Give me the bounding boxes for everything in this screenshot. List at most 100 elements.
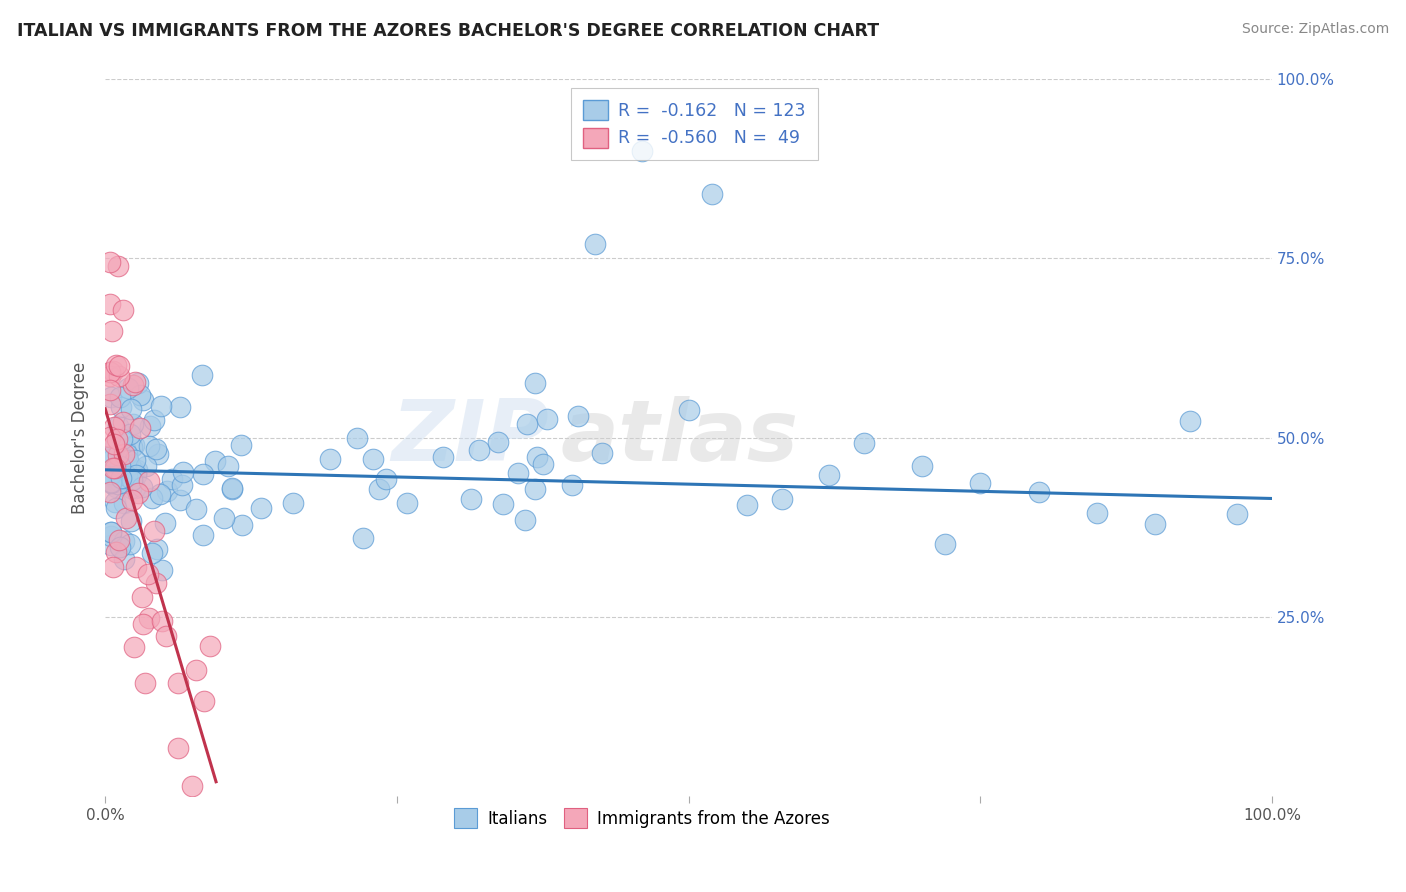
Point [108,540,131,554]
Point [374,472,396,486]
Point [149,487,172,501]
Point [700,186,723,201]
Point [100,467,122,482]
Text: ITALIAN VS IMMIGRANTS FROM THE AZORES BACHELOR'S DEGREE CORRELATION CHART: ITALIAN VS IMMIGRANTS FROM THE AZORES BA… [17,22,879,40]
Point [103,420,125,434]
Point [367,483,389,497]
Point [184,663,207,677]
Point [631,144,654,158]
Point [125,560,148,574]
Point [118,458,141,472]
Text: ZIP: ZIP [391,396,548,479]
Point [770,491,793,506]
Point [127,486,149,500]
Point [100,538,122,552]
Point [110,458,132,473]
Point [221,481,243,495]
Point [105,432,128,446]
Point [221,482,243,496]
Point [150,614,173,628]
Point [101,324,124,338]
Point [122,464,145,478]
Point [346,430,368,444]
Point [98,384,121,398]
Point [98,397,121,411]
Point [1226,508,1249,522]
Point [432,450,454,465]
Point [141,546,163,560]
Point [138,475,160,489]
Point [678,403,700,417]
Point [184,502,207,516]
Point [120,401,142,416]
Point [121,493,143,508]
Point [100,528,122,542]
Point [105,358,128,372]
Point [969,476,991,491]
Point [120,481,142,495]
Point [145,442,167,457]
Point [139,418,162,433]
Point [281,496,304,510]
Point [100,525,122,540]
Point [111,471,134,485]
Point [128,420,150,434]
Point [127,376,149,391]
Point [98,485,121,500]
Point [111,432,134,446]
Point [112,302,135,317]
Point [117,381,139,395]
Point [124,481,146,495]
Point [100,390,122,404]
Point [155,629,177,643]
Point [486,435,509,450]
Point [108,359,131,373]
Point [138,439,160,453]
Point [561,477,583,491]
Point [143,524,166,538]
Point [107,448,129,462]
Point [121,473,143,487]
Point [204,453,226,467]
Point [98,365,121,379]
Point [167,675,190,690]
Point [115,447,138,461]
Point [103,560,125,574]
Point [104,480,127,494]
Point [817,467,839,482]
Point [250,500,273,515]
Point [112,534,135,549]
Point [141,491,163,505]
Point [129,387,152,401]
Point [169,493,191,508]
Point [396,496,419,510]
Point [172,465,194,479]
Point [146,446,169,460]
Point [508,467,530,481]
Text: Source: ZipAtlas.com: Source: ZipAtlas.com [1241,22,1389,37]
Point [229,438,252,452]
Point [131,617,153,632]
Point [108,474,131,488]
Point [108,369,131,384]
Point [120,514,142,528]
Point [131,480,153,494]
Point [524,482,547,496]
Point [181,779,204,793]
Point [191,467,214,482]
Point [145,576,167,591]
Point [124,376,146,390]
Point [111,415,134,429]
Point [212,511,235,525]
Point [121,441,143,455]
Point [124,467,146,482]
Point [524,376,547,391]
Point [122,438,145,452]
Point [104,545,127,559]
Point [934,536,956,550]
Point [146,541,169,556]
Point [131,590,153,604]
Point [112,496,135,510]
Point [124,452,146,467]
Point [98,254,121,268]
